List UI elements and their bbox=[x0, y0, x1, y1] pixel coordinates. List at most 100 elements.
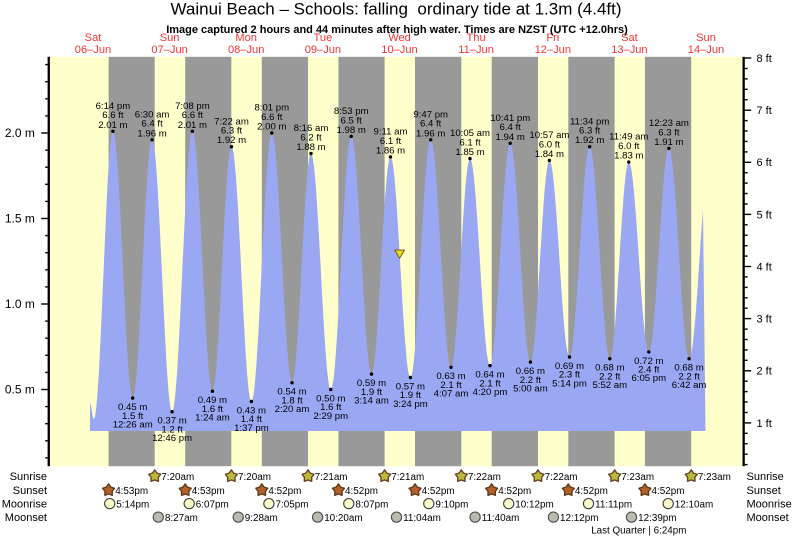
svg-text:Tue: Tue bbox=[314, 32, 333, 44]
svg-text:1.96 m: 1.96 m bbox=[137, 128, 166, 139]
svg-text:1.92 m: 1.92 m bbox=[575, 135, 604, 146]
svg-text:9:47 pm: 9:47 pm bbox=[413, 109, 448, 120]
svg-text:13–Jun: 13–Jun bbox=[611, 44, 647, 56]
svg-text:4:52pm: 4:52pm bbox=[345, 486, 378, 497]
svg-text:10:20am: 10:20am bbox=[324, 513, 362, 524]
svg-text:2.3 ft: 2.3 ft bbox=[559, 370, 581, 381]
svg-text:Sun: Sun bbox=[160, 32, 180, 44]
svg-text:0.68 m: 0.68 m bbox=[595, 363, 624, 374]
svg-text:10:12pm: 10:12pm bbox=[515, 499, 553, 510]
svg-text:3:24 pm: 3:24 pm bbox=[393, 399, 428, 410]
svg-text:6 ft: 6 ft bbox=[757, 157, 772, 169]
svg-text:5:52 am: 5:52 am bbox=[592, 380, 627, 391]
svg-text:0.64 m: 0.64 m bbox=[475, 370, 504, 381]
svg-text:12:12pm: 12:12pm bbox=[560, 513, 598, 524]
svg-text:7:20am: 7:20am bbox=[161, 472, 194, 483]
svg-text:1.9 ft: 1.9 ft bbox=[361, 387, 383, 398]
svg-text:Moonrise: Moonrise bbox=[747, 499, 792, 511]
svg-text:6.6 ft: 6.6 ft bbox=[261, 112, 283, 123]
svg-text:7:05pm: 7:05pm bbox=[276, 499, 309, 510]
svg-text:11:49 am: 11:49 am bbox=[609, 132, 648, 143]
svg-text:9:10pm: 9:10pm bbox=[435, 499, 468, 510]
svg-text:12:46 pm: 12:46 pm bbox=[152, 433, 192, 444]
svg-text:10:57 am: 10:57 am bbox=[529, 130, 569, 141]
svg-text:6.4 ft: 6.4 ft bbox=[141, 119, 163, 130]
svg-text:Sat: Sat bbox=[621, 32, 638, 44]
svg-text:0.68 m: 0.68 m bbox=[674, 363, 703, 374]
svg-text:8:53 pm: 8:53 pm bbox=[334, 106, 369, 117]
svg-text:0.5 m: 0.5 m bbox=[5, 383, 35, 397]
svg-text:6.4 ft: 6.4 ft bbox=[500, 122, 522, 133]
svg-text:6.1 ft: 6.1 ft bbox=[380, 136, 402, 147]
svg-text:1:24 am: 1:24 am bbox=[195, 413, 230, 424]
svg-text:9:28am: 9:28am bbox=[245, 513, 278, 524]
svg-text:14–Jun: 14–Jun bbox=[688, 44, 724, 56]
svg-text:06–Jun: 06–Jun bbox=[75, 44, 111, 56]
svg-text:4:52pm: 4:52pm bbox=[268, 486, 301, 497]
svg-text:5:00 am: 5:00 am bbox=[513, 383, 548, 394]
svg-text:0.37 m: 0.37 m bbox=[157, 416, 186, 427]
svg-text:12:26 am: 12:26 am bbox=[113, 419, 153, 430]
svg-text:Image captured 2 hours and 44: Image captured 2 hours and 44 minutes af… bbox=[166, 24, 628, 36]
svg-text:6:07pm: 6:07pm bbox=[196, 499, 229, 510]
svg-text:1.4 ft: 1.4 ft bbox=[241, 414, 263, 425]
svg-text:10–Jun: 10–Jun bbox=[381, 44, 417, 56]
svg-text:8:07pm: 8:07pm bbox=[355, 499, 388, 510]
svg-text:5:14pm: 5:14pm bbox=[116, 499, 149, 510]
svg-text:1.83 m: 1.83 m bbox=[614, 151, 643, 162]
svg-text:2.1 ft: 2.1 ft bbox=[440, 380, 462, 391]
svg-text:6.3 ft: 6.3 ft bbox=[658, 127, 680, 138]
svg-text:1.2 ft: 1.2 ft bbox=[161, 424, 183, 435]
svg-text:6.3 ft: 6.3 ft bbox=[579, 126, 601, 137]
svg-text:0.69 m: 0.69 m bbox=[555, 361, 584, 372]
svg-text:6.6 ft: 6.6 ft bbox=[102, 110, 124, 121]
svg-text:7:22am: 7:22am bbox=[545, 472, 578, 483]
svg-text:2.2 ft: 2.2 ft bbox=[599, 371, 621, 382]
svg-text:11:11pm: 11:11pm bbox=[595, 499, 632, 510]
svg-text:Thu: Thu bbox=[467, 32, 486, 44]
svg-text:0.59 m: 0.59 m bbox=[357, 378, 386, 389]
svg-text:8:27am: 8:27am bbox=[165, 513, 198, 524]
svg-text:6.0 ft: 6.0 ft bbox=[539, 139, 561, 150]
svg-text:0.43 m: 0.43 m bbox=[237, 405, 266, 416]
svg-text:Sat: Sat bbox=[85, 32, 102, 44]
svg-text:1.9 ft: 1.9 ft bbox=[400, 390, 422, 401]
svg-text:2 ft: 2 ft bbox=[757, 366, 772, 378]
svg-text:Wainui Beach – Schools: fallin: Wainui Beach – Schools: falling ordinary… bbox=[170, 0, 621, 19]
svg-text:0.49 m: 0.49 m bbox=[198, 395, 227, 406]
svg-text:6.5 ft: 6.5 ft bbox=[341, 115, 363, 126]
svg-text:2.4 ft: 2.4 ft bbox=[638, 365, 660, 376]
svg-text:Moonset: Moonset bbox=[747, 512, 789, 524]
svg-text:0.50 m: 0.50 m bbox=[316, 393, 345, 404]
svg-text:Sunset: Sunset bbox=[13, 485, 47, 497]
svg-text:5 ft: 5 ft bbox=[757, 209, 772, 221]
svg-text:6:05 pm: 6:05 pm bbox=[631, 373, 666, 384]
svg-text:4:20 pm: 4:20 pm bbox=[473, 387, 508, 398]
svg-text:8:01 pm: 8:01 pm bbox=[254, 103, 289, 114]
svg-text:2.0 m: 2.0 m bbox=[5, 126, 35, 140]
svg-text:6.4 ft: 6.4 ft bbox=[420, 119, 442, 130]
svg-text:11–Jun: 11–Jun bbox=[458, 44, 494, 56]
svg-text:6:42 am: 6:42 am bbox=[672, 380, 707, 391]
svg-text:7:23am: 7:23am bbox=[621, 472, 654, 483]
svg-text:11:40am: 11:40am bbox=[482, 513, 520, 524]
svg-text:4 ft: 4 ft bbox=[757, 261, 772, 273]
svg-text:0.72 m: 0.72 m bbox=[634, 356, 663, 367]
svg-text:2:20 am: 2:20 am bbox=[275, 404, 310, 415]
svg-text:2.01 m: 2.01 m bbox=[98, 120, 127, 131]
svg-text:1.84 m: 1.84 m bbox=[535, 149, 564, 160]
svg-text:1.6 ft: 1.6 ft bbox=[202, 404, 224, 415]
svg-text:Last Quarter | 6:24pm: Last Quarter | 6:24pm bbox=[591, 526, 686, 537]
svg-text:2.01 m: 2.01 m bbox=[178, 120, 207, 131]
svg-text:0.45 m: 0.45 m bbox=[118, 402, 147, 413]
svg-text:3 ft: 3 ft bbox=[757, 314, 772, 326]
svg-text:07–Jun: 07–Jun bbox=[151, 44, 187, 56]
svg-text:Sunset: Sunset bbox=[747, 485, 781, 497]
svg-text:Moonrise: Moonrise bbox=[2, 499, 47, 511]
svg-text:1.98 m: 1.98 m bbox=[337, 125, 366, 136]
svg-text:12–Jun: 12–Jun bbox=[535, 44, 571, 56]
svg-text:0.63 m: 0.63 m bbox=[436, 371, 465, 382]
svg-text:Fri: Fri bbox=[546, 32, 559, 44]
svg-text:7:21am: 7:21am bbox=[391, 472, 424, 483]
svg-text:Sunrise: Sunrise bbox=[10, 471, 47, 483]
